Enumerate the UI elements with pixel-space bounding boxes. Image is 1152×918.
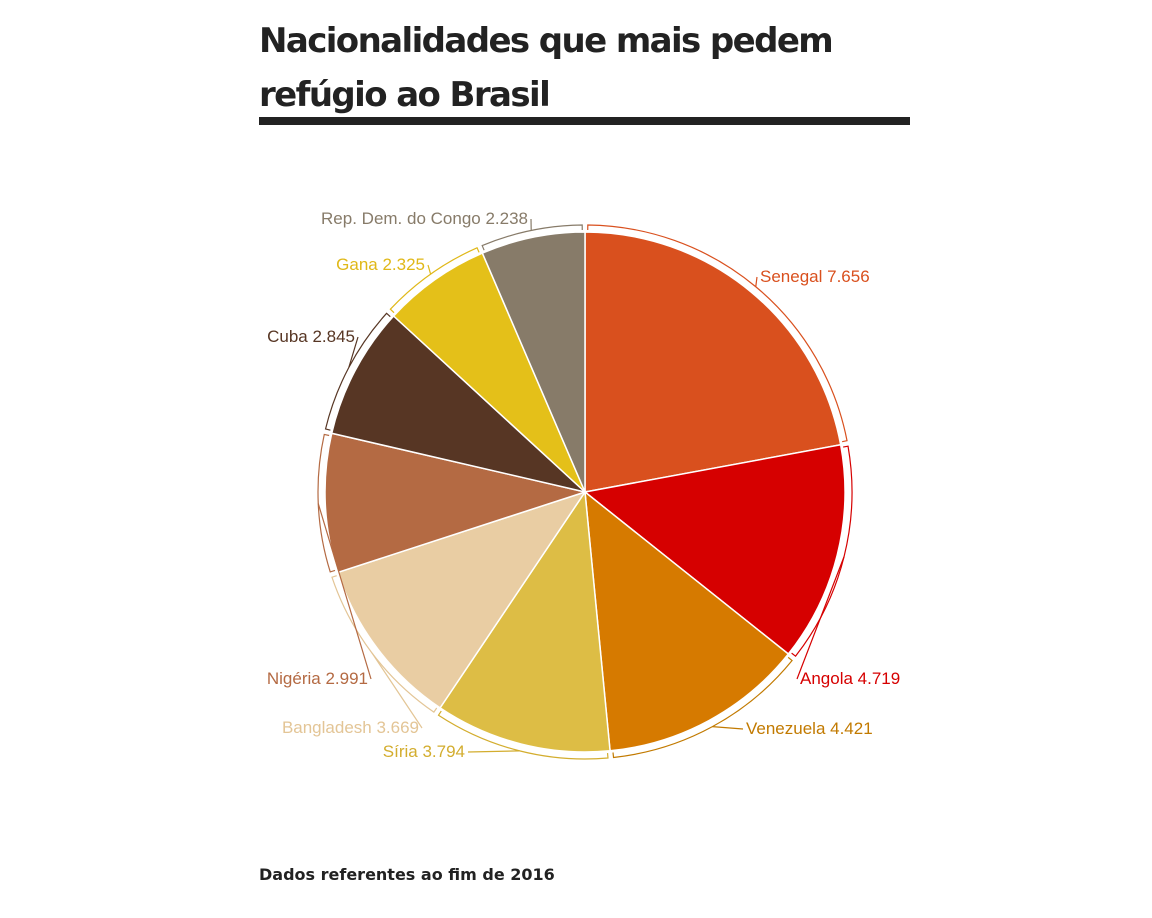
slice-label-bangladesh: Bangladesh 3.669 — [282, 718, 419, 737]
slice-label-angola: Angola 4.719 — [800, 669, 900, 688]
slice-label-senegal: Senegal 7.656 — [760, 267, 870, 286]
leader-line-venezuela — [712, 727, 743, 729]
leader-line-gana — [428, 265, 431, 274]
slice-label-rep-dem-do-congo: Rep. Dem. do Congo 2.238 — [321, 209, 528, 228]
slice-label-siria: Síria 3.794 — [383, 742, 465, 761]
leader-line-senegal — [756, 277, 757, 287]
slice-label-nigeria: Nigéria 2.991 — [267, 669, 368, 688]
data-note: Dados referentes ao fim de 2016 — [259, 865, 555, 884]
slice-label-cuba: Cuba 2.845 — [267, 327, 355, 346]
slice-label-gana: Gana 2.325 — [336, 255, 425, 274]
leader-line-siria — [468, 751, 520, 752]
pie-slices — [325, 232, 845, 752]
slice-label-venezuela: Venezuela 4.421 — [746, 719, 873, 738]
